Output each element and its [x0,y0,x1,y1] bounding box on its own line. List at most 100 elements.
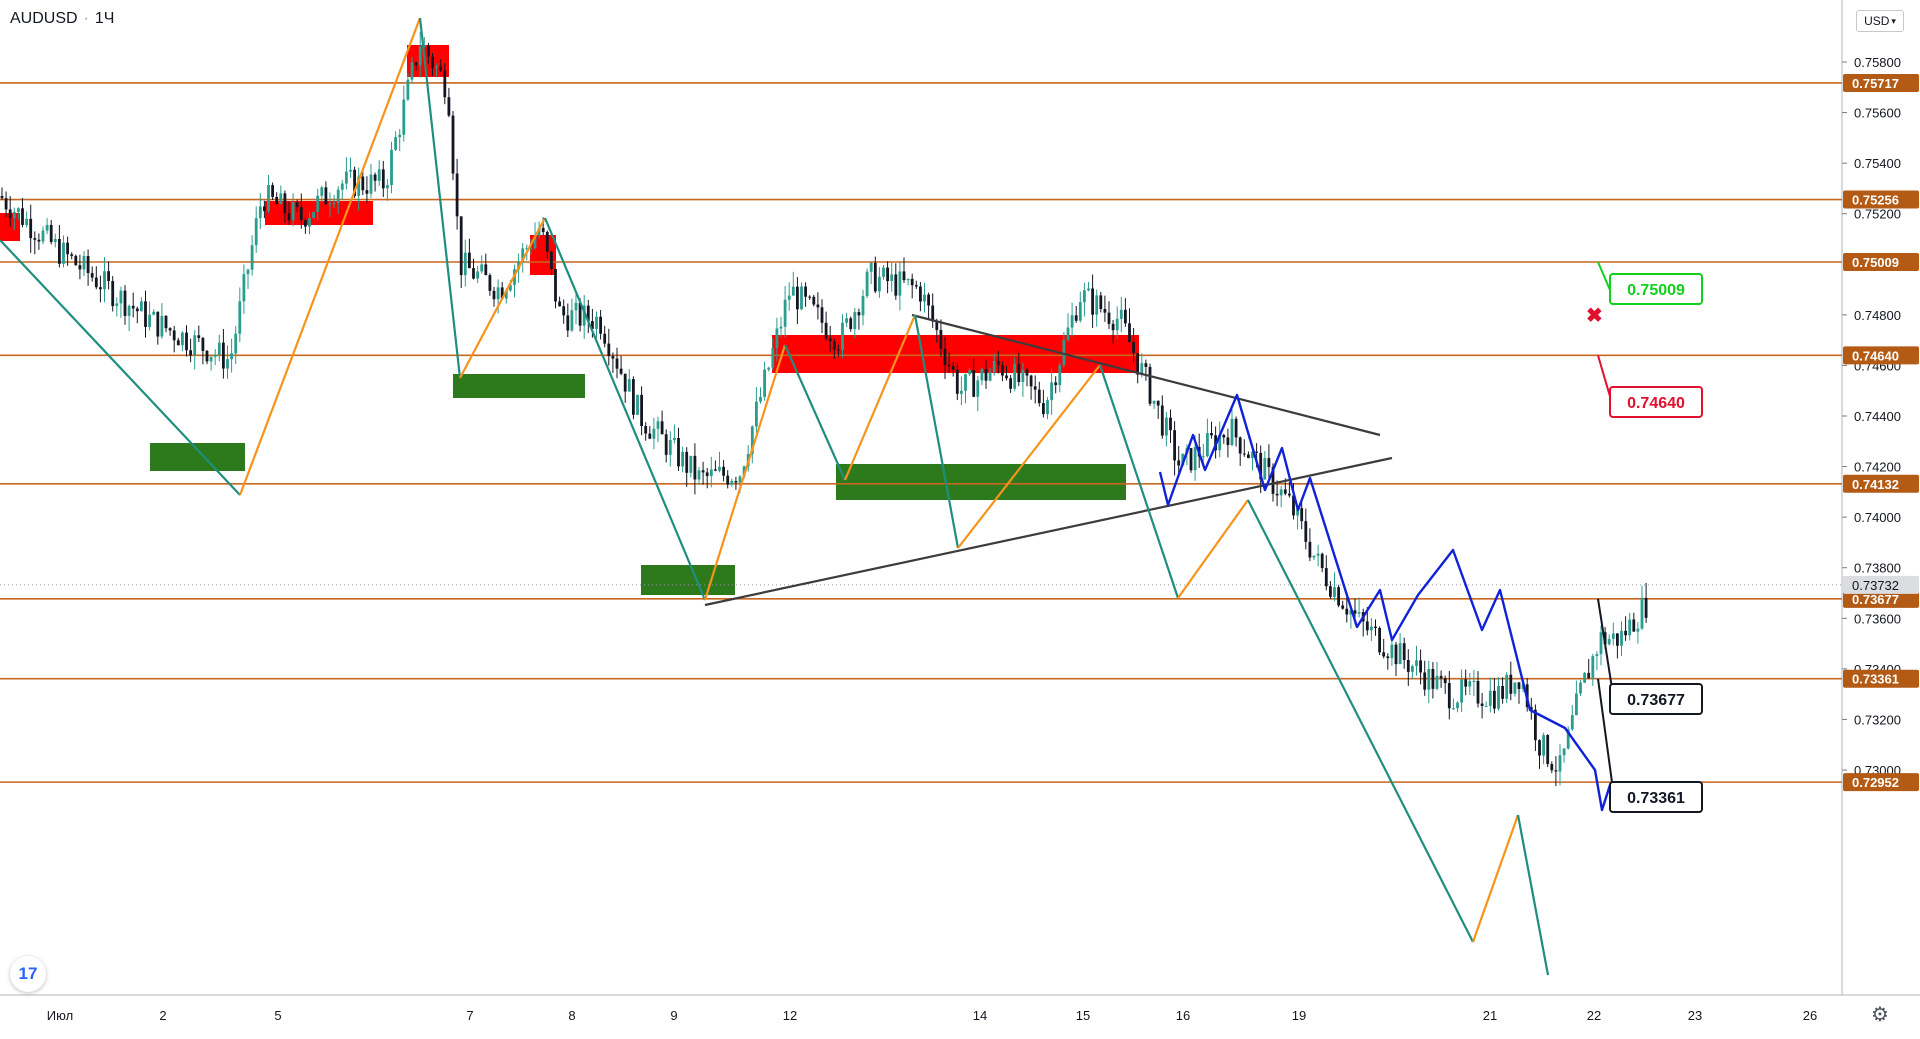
zigzag-up-leg[interactable] [703,344,787,601]
price-callout[interactable]: 0.73361 [1597,678,1703,813]
candle [988,367,992,382]
candle [849,316,853,332]
candle [316,188,320,221]
candle [340,180,344,200]
candle [1611,622,1615,646]
zigzag-up-leg[interactable] [459,217,546,379]
x-tick-label: 12 [783,1008,797,1023]
currency-label: USD [1864,14,1890,28]
candle [1488,677,1492,713]
zigzag-up-leg[interactable] [957,364,1101,549]
candle [1288,481,1291,498]
candle [1005,366,1008,381]
trendline-upper[interactable] [911,313,1381,437]
y-tick-label: 0.75200 [1854,207,1901,222]
candle [135,306,139,324]
zigzag-up-leg[interactable] [1177,499,1249,599]
candle [558,296,561,307]
price-level-badge [1843,474,1919,493]
candle [976,375,980,412]
symbol-header[interactable]: AUDUSD · 1Ч [10,10,114,28]
candle [1628,613,1632,641]
candle [1538,739,1541,769]
cross-icon[interactable]: ✖ [1586,305,1603,327]
candle [865,268,869,299]
candle [1394,641,1398,677]
candle [1558,743,1562,786]
candle [1398,633,1402,665]
candle [94,266,98,290]
candle [1050,368,1053,415]
candle [402,85,406,142]
candle [1542,732,1545,765]
zigzag-down-leg[interactable] [1098,364,1180,599]
candle [632,376,635,420]
zigzag-down-leg[interactable] [783,344,847,481]
zigzag-up-leg[interactable] [1471,814,1520,943]
candle [53,233,57,248]
candle [1218,421,1222,458]
candle [800,282,803,311]
support-zone[interactable] [641,565,735,595]
candle [1390,637,1394,666]
zigzag-up-leg[interactable] [843,314,917,481]
candle [767,366,771,372]
resistance-zone[interactable] [772,335,1139,373]
candle [304,217,307,234]
candle [1570,705,1574,731]
candle [222,329,225,379]
candle [33,231,37,255]
trendline-lower[interactable] [704,456,1393,607]
zigzag-down-leg[interactable] [1516,814,1550,976]
candle [1607,634,1611,646]
candle [656,416,660,443]
candle [1620,621,1623,656]
projection-path[interactable] [1158,393,1612,812]
zigzag-up-leg[interactable] [238,17,422,496]
candle [492,287,496,307]
zigzag-down-leg[interactable] [0,239,241,496]
currency-dropdown[interactable]: USD ▾ [1856,10,1904,32]
candle [74,254,78,266]
candle [709,456,713,488]
support-zone[interactable] [836,464,1126,500]
candle [1468,672,1472,696]
candle [586,299,590,334]
candle [1460,669,1463,712]
candle [1357,597,1361,618]
candle [484,253,488,276]
price-callout[interactable]: 0.74640 [1597,355,1703,418]
candle [574,290,578,325]
candle [197,325,201,343]
price-level-label: 0.74640 [1852,348,1899,363]
candle [29,204,33,253]
candle [435,63,438,77]
candle [451,110,455,181]
candle [66,236,69,266]
candle [1517,681,1521,704]
candle [213,348,217,365]
candle [320,185,324,202]
candle [775,317,779,362]
price-callout-label: 0.75009 [1627,282,1685,299]
tradingview-logo-icon[interactable]: 17 [10,956,46,992]
price-callout[interactable]: 0.75009 [1597,261,1703,305]
candle [943,336,947,379]
support-zone[interactable] [150,443,245,471]
candle [1074,306,1078,323]
zigzag-down-leg[interactable] [1247,499,1474,943]
candle [328,192,332,218]
support-zone[interactable] [453,374,585,398]
x-tick-label: 23 [1688,1008,1702,1023]
price-callout[interactable]: 0.73677 [1597,598,1703,715]
candle [1484,701,1488,707]
zigzag-down-leg[interactable] [543,217,707,601]
price-level-label: 0.73677 [1852,592,1899,607]
zigzag-down-leg[interactable] [418,17,462,379]
candle [566,303,570,338]
gear-icon[interactable]: ⚙ [1871,1003,1889,1026]
zigzag-down-leg[interactable] [913,314,960,549]
x-tick-label: Июл [47,1008,73,1023]
